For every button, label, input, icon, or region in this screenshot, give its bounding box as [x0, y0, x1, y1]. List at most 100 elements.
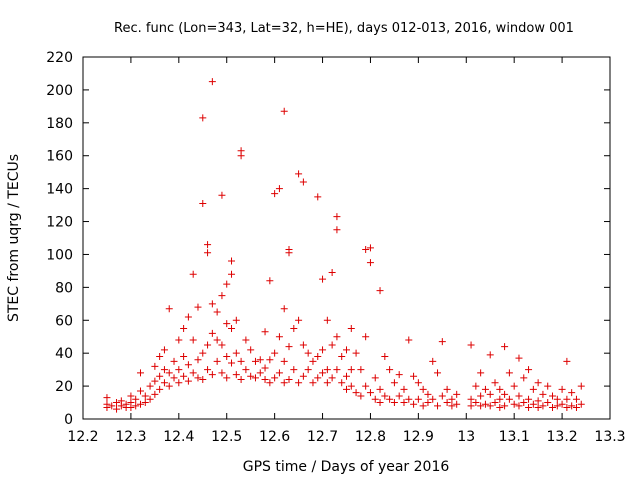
data-point	[424, 390, 432, 398]
data-point	[204, 341, 212, 349]
data-point	[275, 185, 283, 193]
data-point	[314, 352, 322, 360]
data-point	[357, 366, 365, 374]
data-point	[424, 399, 432, 407]
data-point	[347, 366, 355, 374]
data-point	[199, 114, 207, 122]
data-point	[199, 349, 207, 357]
data-point	[151, 390, 159, 398]
data-point	[309, 357, 317, 365]
y-tick-label: 220	[46, 50, 73, 66]
data-point	[237, 152, 245, 160]
data-point	[223, 374, 231, 382]
data-point	[328, 269, 336, 277]
data-point	[381, 392, 389, 400]
y-tick-label: 120	[46, 215, 73, 231]
data-point	[175, 336, 183, 344]
y-tick-label: 100	[46, 247, 73, 263]
data-point	[280, 107, 288, 115]
data-point	[534, 403, 542, 411]
data-point	[323, 316, 331, 324]
data-point	[438, 338, 446, 346]
x-tick-label: 12.9	[403, 429, 434, 445]
data-point	[208, 371, 216, 379]
data-point	[366, 244, 374, 252]
data-point	[448, 402, 456, 410]
data-point	[549, 392, 557, 400]
x-tick-label: 12.3	[115, 429, 146, 445]
data-point	[136, 387, 144, 395]
data-point	[242, 336, 250, 344]
data-point	[113, 405, 121, 413]
data-point	[247, 372, 255, 380]
data-point	[549, 403, 557, 411]
data-point	[295, 170, 303, 178]
data-point	[496, 395, 504, 403]
y-axis-label: STEC from uqrg / TECUs	[6, 154, 22, 322]
x-tick-label: 12.7	[307, 429, 338, 445]
data-point	[299, 372, 307, 380]
data-point	[141, 399, 149, 407]
data-point	[491, 399, 499, 407]
data-point	[280, 305, 288, 313]
data-point	[170, 374, 178, 382]
data-point	[180, 372, 188, 380]
data-point	[572, 395, 580, 403]
data-point	[529, 400, 537, 408]
data-point	[136, 369, 144, 377]
data-point	[160, 379, 168, 387]
data-point	[544, 399, 552, 407]
y-tick-label: 180	[46, 116, 73, 132]
y-tick-labels: 0 20 40 60 80 100 120 140 160 180 200 220	[46, 50, 73, 428]
data-point	[357, 392, 365, 400]
data-point	[299, 341, 307, 349]
data-point	[194, 303, 202, 311]
data-point	[165, 305, 173, 313]
data-point	[477, 402, 485, 410]
y-tick-label: 0	[64, 412, 73, 428]
data-point	[247, 346, 255, 354]
data-point	[156, 352, 164, 360]
data-point	[328, 341, 336, 349]
data-point	[477, 369, 485, 377]
data-point	[271, 349, 279, 357]
data-point	[486, 351, 494, 359]
data-point	[127, 392, 135, 400]
data-point	[343, 346, 350, 354]
data-point	[453, 400, 461, 408]
data-point	[539, 390, 547, 398]
data-point	[386, 395, 394, 403]
data-point	[467, 395, 475, 403]
data-point	[501, 390, 509, 398]
data-point	[204, 249, 212, 257]
data-point	[467, 341, 475, 349]
data-point	[501, 402, 509, 410]
data-point	[218, 369, 226, 377]
data-point	[189, 369, 197, 377]
data-point	[261, 376, 269, 384]
data-point	[266, 277, 274, 285]
x-tick-label: 12.6	[259, 429, 290, 445]
data-point	[472, 399, 480, 407]
data-point	[136, 400, 144, 408]
data-point	[251, 357, 259, 365]
data-point	[165, 382, 173, 390]
data-point	[218, 191, 226, 199]
data-point	[251, 374, 259, 382]
data-point	[352, 349, 360, 357]
data-point	[132, 402, 140, 410]
x-tick-label: 13.3	[594, 429, 625, 445]
data-point	[275, 369, 283, 377]
data-point	[467, 402, 475, 410]
data-point	[577, 400, 585, 408]
data-point	[323, 379, 331, 387]
data-point	[285, 249, 293, 257]
data-point	[486, 402, 494, 410]
data-point	[429, 395, 437, 403]
data-point	[400, 399, 408, 407]
data-point	[434, 369, 442, 377]
data-point	[525, 395, 533, 403]
data-point	[180, 325, 188, 332]
data-point	[180, 352, 188, 360]
data-point	[486, 390, 494, 398]
